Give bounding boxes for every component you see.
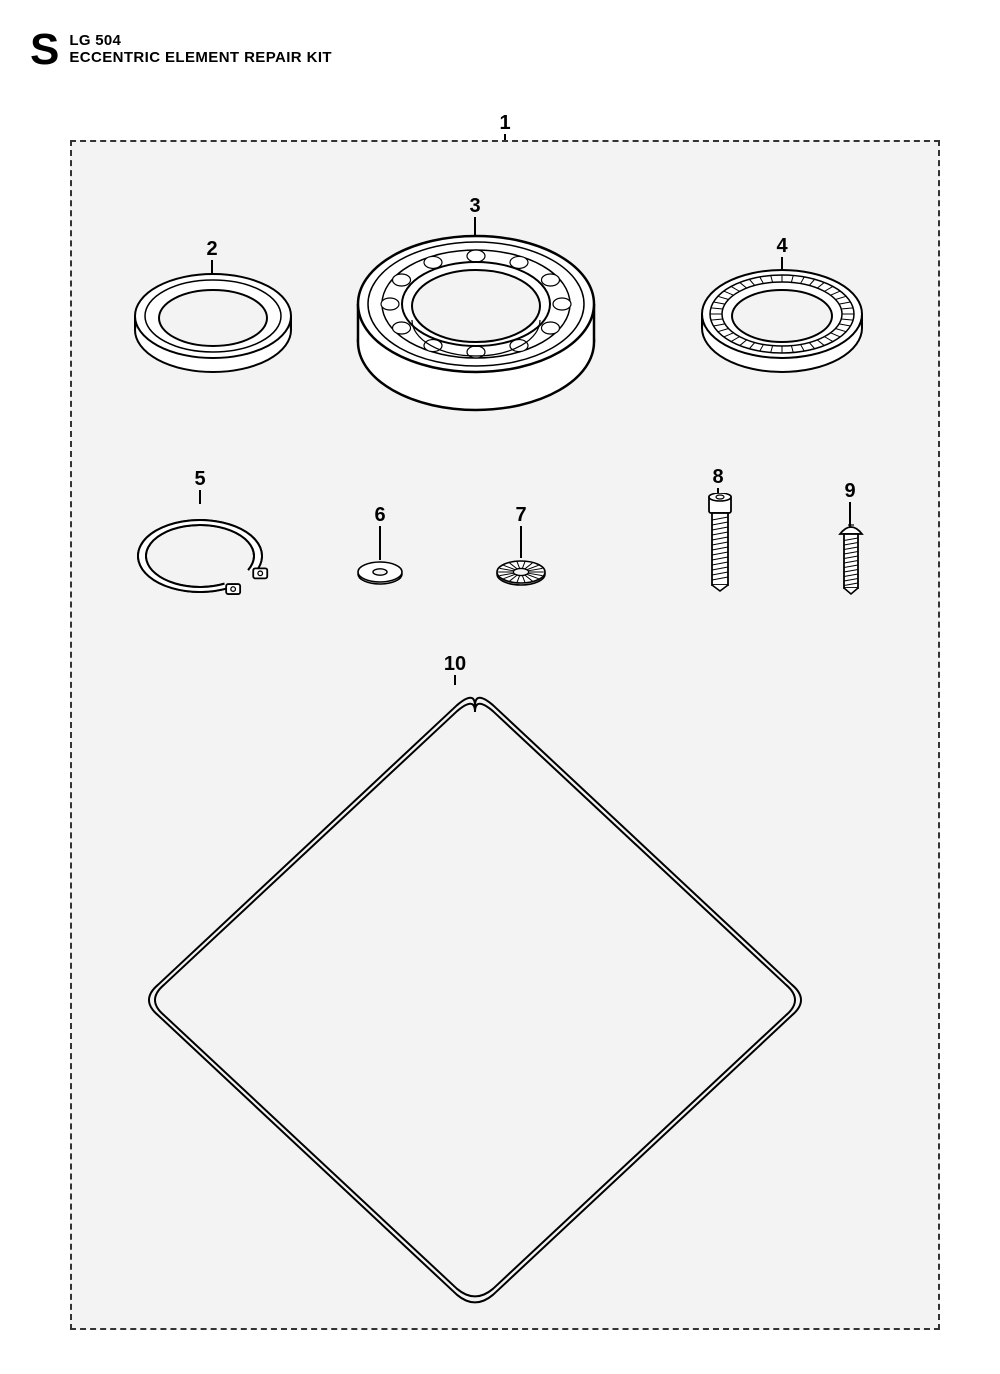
callout-number: 6 — [368, 504, 392, 527]
part-bearing-3 — [353, 220, 599, 416]
part-seal-2 — [131, 265, 295, 379]
callout-number: 8 — [706, 466, 730, 489]
leader-line — [199, 490, 201, 504]
callout-number: 3 — [463, 195, 487, 218]
leader-line — [379, 526, 381, 560]
callout-number: 2 — [200, 238, 224, 261]
page-header: S LG 504 ECCENTRIC ELEMENT REPAIR KIT — [30, 28, 332, 72]
leader-line — [504, 134, 506, 140]
callout-number: 5 — [188, 468, 212, 491]
header-text-block: LG 504 ECCENTRIC ELEMENT REPAIR KIT — [69, 28, 332, 66]
part-washer-6 — [355, 558, 405, 586]
part-socket-screw-8 — [705, 493, 735, 599]
callout-number: 1 — [493, 112, 517, 135]
callout-number: 4 — [770, 235, 794, 258]
part-pan-screw-9 — [837, 522, 865, 604]
leader-line — [520, 526, 522, 558]
part-lockwasher-7 — [494, 557, 548, 587]
part-circlip-5 — [123, 508, 277, 604]
part-oring-10 — [120, 670, 830, 1330]
part-seal-4 — [698, 261, 866, 379]
model-number: LG 504 — [69, 32, 332, 49]
kit-title: ECCENTRIC ELEMENT REPAIR KIT — [69, 49, 332, 66]
callout-number: 9 — [838, 480, 862, 503]
section-letter: S — [30, 28, 59, 72]
callout-number: 7 — [509, 504, 533, 527]
